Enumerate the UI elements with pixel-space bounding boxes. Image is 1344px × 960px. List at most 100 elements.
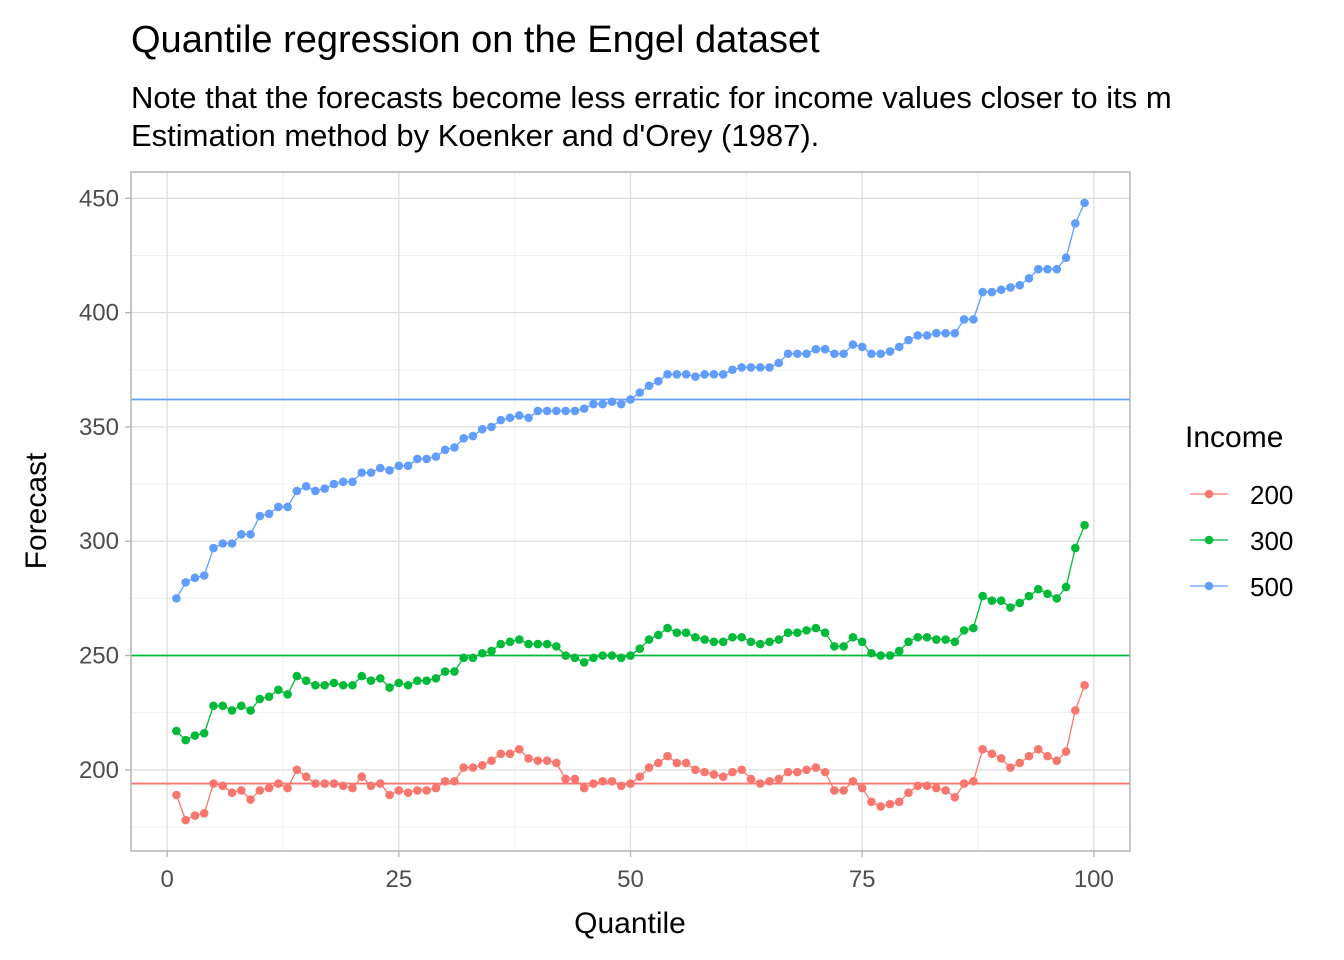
point (644, 381, 654, 391)
point (876, 349, 886, 359)
point (783, 767, 793, 777)
point (672, 370, 682, 379)
point (1043, 589, 1052, 599)
point (867, 349, 876, 359)
point (172, 594, 181, 603)
point (635, 388, 645, 397)
point (774, 358, 784, 368)
legend-symbol (1204, 489, 1214, 499)
point (514, 411, 524, 420)
point (1033, 744, 1043, 754)
x-tick-label: 25 (385, 866, 412, 893)
point (1061, 582, 1071, 592)
point (746, 363, 756, 372)
point (579, 658, 589, 667)
point (468, 653, 478, 663)
point (718, 370, 728, 379)
point (403, 788, 413, 798)
point (700, 635, 709, 644)
point (431, 452, 441, 461)
point (255, 511, 265, 521)
point (848, 776, 858, 786)
point (737, 363, 747, 372)
point (681, 628, 691, 637)
point (496, 415, 506, 425)
x-tick-label: 75 (849, 866, 876, 893)
point (255, 786, 265, 795)
point (654, 758, 663, 768)
point (746, 774, 756, 784)
point (1015, 280, 1025, 290)
point (793, 349, 802, 359)
point (209, 543, 218, 553)
point (589, 653, 598, 663)
point (440, 445, 450, 455)
point (1061, 747, 1071, 756)
point (246, 795, 255, 804)
point (607, 397, 617, 407)
point (413, 676, 422, 685)
point (616, 653, 626, 663)
point (199, 728, 209, 738)
x-tick-label: 50 (617, 866, 644, 893)
point (950, 792, 960, 802)
point (755, 779, 765, 788)
point (283, 502, 292, 512)
y-tick-label: 300 (79, 528, 119, 555)
point (941, 786, 950, 795)
point (255, 694, 265, 704)
point (264, 783, 274, 793)
point (894, 797, 904, 807)
point (524, 754, 533, 763)
point (561, 651, 570, 660)
point (811, 344, 821, 354)
point (450, 776, 459, 786)
point (264, 692, 274, 701)
point (987, 596, 997, 605)
point (459, 653, 468, 663)
point (709, 370, 719, 379)
point (839, 642, 848, 651)
point (403, 461, 413, 471)
point (505, 637, 515, 647)
legend-title: Income (1185, 421, 1283, 454)
point (1052, 594, 1062, 603)
point (672, 628, 682, 637)
point (867, 648, 876, 658)
point (996, 596, 1006, 605)
point (487, 422, 496, 432)
point (932, 783, 941, 793)
point (793, 767, 802, 777)
point (626, 395, 635, 404)
point (1024, 751, 1034, 761)
point (357, 671, 367, 681)
point (774, 774, 784, 784)
point (987, 749, 997, 759)
point (922, 632, 932, 642)
point (959, 779, 969, 788)
point (932, 328, 941, 338)
point (978, 591, 987, 601)
point (320, 779, 329, 788)
point (589, 399, 598, 409)
point (1071, 706, 1080, 715)
point (848, 632, 858, 642)
point (394, 461, 404, 471)
point (913, 781, 923, 791)
point (793, 628, 802, 637)
chart-subtitle: Estimation method by Koenker and d'Orey … (131, 118, 819, 153)
point (357, 468, 367, 477)
point (320, 484, 329, 493)
point (691, 372, 700, 381)
point (932, 635, 941, 644)
point (357, 772, 367, 781)
point (394, 678, 404, 688)
point (385, 466, 394, 475)
point (301, 482, 311, 491)
point (765, 363, 774, 372)
point (607, 776, 617, 786)
point (728, 767, 737, 777)
point (1015, 598, 1025, 608)
point (913, 331, 923, 340)
